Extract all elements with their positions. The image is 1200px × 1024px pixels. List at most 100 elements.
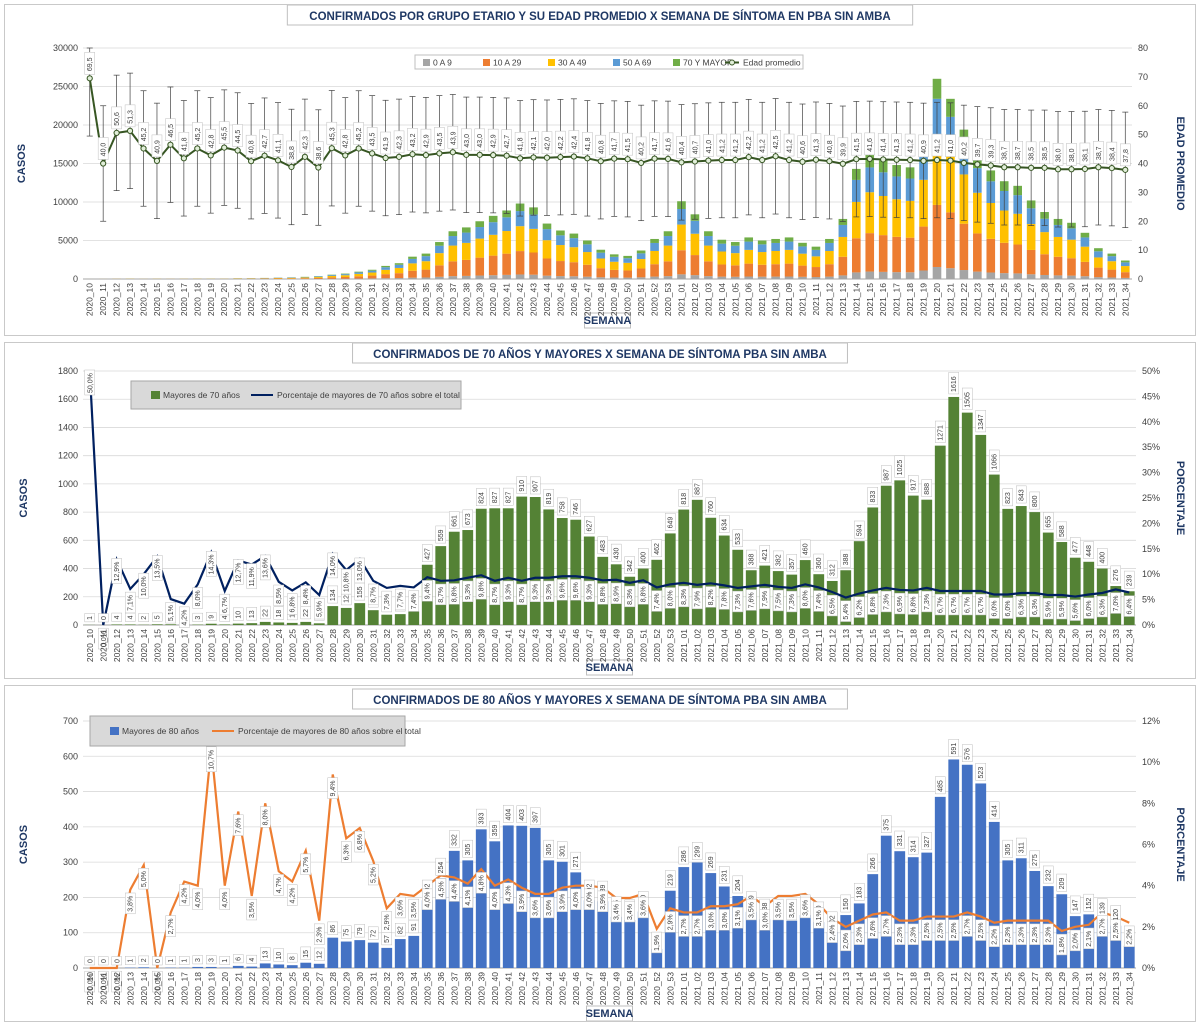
bar-value-label: 305 <box>465 844 472 856</box>
x-tick-label: 2020_36 <box>434 283 444 316</box>
bar-segment-50-69 <box>609 256 619 262</box>
bar-segment-70-plus <box>435 242 444 246</box>
bar-value-label: 533 <box>735 533 742 545</box>
bar-segment-10-29 <box>986 238 996 273</box>
pct-data-label: 8,4% <box>303 588 310 604</box>
bar <box>921 499 933 625</box>
x-tick-label: 2021_17 <box>892 283 902 316</box>
bar <box>408 935 420 968</box>
pct-label-box <box>422 580 433 602</box>
edad-data-label: 41,8 <box>585 137 592 151</box>
edad-label-box <box>245 134 257 158</box>
bar-segment-50-69 <box>784 241 794 250</box>
bar-segment-30-49 <box>851 201 861 239</box>
bar <box>1042 532 1054 625</box>
bar-value-label: 887 <box>695 483 702 495</box>
bar-segment-10-29 <box>663 261 673 277</box>
x-tick-label: 2020_43 <box>529 283 539 316</box>
pct-data-label: 8,7% <box>492 587 499 603</box>
bar-segment-0-9 <box>529 274 538 279</box>
bar-segment-10-29 <box>623 270 632 278</box>
x-tick-label: 2020_44 <box>544 629 554 662</box>
edad-label-box <box>770 130 781 153</box>
pct-data-label: 6,8% <box>290 596 297 612</box>
x-tick-label: 2021_20 <box>932 283 942 316</box>
bar-segment-0-9 <box>717 276 727 279</box>
x-tick-label: 2020_38 <box>461 283 471 316</box>
x-tick-label: 2021_11 <box>814 629 824 662</box>
bar-segment-10-29 <box>905 237 915 273</box>
bar <box>300 962 312 968</box>
edad-promedio-point <box>234 147 241 154</box>
x-tick-label: 2020_14 <box>139 283 149 316</box>
pct-data-label: 6,8% <box>357 834 364 850</box>
bar-segment-30-49 <box>999 210 1009 243</box>
pct-data-label: 8,7% <box>371 587 378 603</box>
bar-segment-0-9 <box>986 272 996 279</box>
bar-segment-30-49 <box>1067 239 1076 259</box>
bar-value-label: 269 <box>708 856 715 868</box>
x-tick-label: 2020_26 <box>301 629 311 662</box>
x-tick-label: 2021_29 <box>1057 972 1067 1005</box>
x-tick-label: 2021_23 <box>976 972 986 1005</box>
x-tick-label: 2021_11 <box>814 972 824 1005</box>
bar-segment-0-9 <box>596 277 606 279</box>
y-left-tick-label: 30000 <box>53 43 78 53</box>
bar <box>1002 860 1014 968</box>
pct-data-label: 3,5% <box>789 902 796 918</box>
edad-data-label: 40,2 <box>961 142 968 156</box>
pct-label-box <box>138 572 149 599</box>
pct-data-label: 10,0% <box>141 576 148 596</box>
value-label-box <box>435 525 446 544</box>
edad-data-label: 41,2 <box>733 139 740 153</box>
bar <box>570 872 582 968</box>
x-tick-label: 2020_15 <box>152 629 162 662</box>
x-tick-label: 2021_10 <box>798 283 808 316</box>
edad-label-box <box>218 121 230 144</box>
bar <box>165 624 177 625</box>
x-tick-label: 2020_18 <box>192 283 202 316</box>
bar-value-label: 3 <box>195 958 202 962</box>
x-tick-label: 2021_07 <box>760 629 770 662</box>
pct-label-box <box>219 888 230 910</box>
edad-promedio-point <box>126 127 134 134</box>
bar-value-label: 4 <box>249 958 256 962</box>
x-tick-label: 2021_16 <box>881 629 891 662</box>
edad-label-box <box>138 122 149 145</box>
value-label-box <box>1016 485 1027 504</box>
pct-data-label: 3,8% <box>128 896 135 912</box>
bar-value-label: 2 <box>141 958 148 962</box>
edad-label-box <box>353 122 364 145</box>
bar-value-label: 393 <box>479 813 486 825</box>
bar <box>381 614 393 625</box>
x-tick-label: 2020_30 <box>355 629 365 662</box>
bar-segment-30-49 <box>636 259 646 269</box>
edad-promedio-point <box>691 158 699 165</box>
bar <box>759 919 771 968</box>
bar-value-label: 427 <box>425 548 432 560</box>
legend-label: 10 A 29 <box>493 58 522 68</box>
pct-label-box <box>503 580 514 603</box>
x-tick-label: 2020_45 <box>557 972 567 1005</box>
x-tick-label: 2021_24 <box>989 972 999 1005</box>
x-tick-label: 2020_25 <box>287 629 297 662</box>
bar-segment-30-49 <box>327 275 337 278</box>
edad-promedio-point <box>732 156 739 164</box>
pct-label-box <box>827 921 838 943</box>
bar-segment-50-69 <box>502 217 511 232</box>
pct-label-box <box>1110 592 1121 614</box>
bar-value-label: 819 <box>546 493 553 505</box>
bar-value-label: 147 <box>1073 899 1080 911</box>
x-tick-label: 2021_18 <box>908 629 918 662</box>
y-right-axis-title: EDAD PROMEDIO <box>1174 116 1186 211</box>
pct-label-box <box>435 583 446 606</box>
pct-data-label: 7,3% <box>924 594 931 610</box>
bar-segment-50-69 <box>1120 262 1130 267</box>
pct-data-label: 4,0% <box>492 892 499 908</box>
bar-segment-70-plus <box>556 230 565 236</box>
pct-data-label: 13,0% <box>357 561 364 581</box>
bar-segment-50-69 <box>408 258 417 264</box>
x-tick-label: 2021_15 <box>868 972 878 1005</box>
x-tick-label: 2020_29 <box>341 972 351 1005</box>
edad-data-label: 41,9 <box>383 137 390 151</box>
